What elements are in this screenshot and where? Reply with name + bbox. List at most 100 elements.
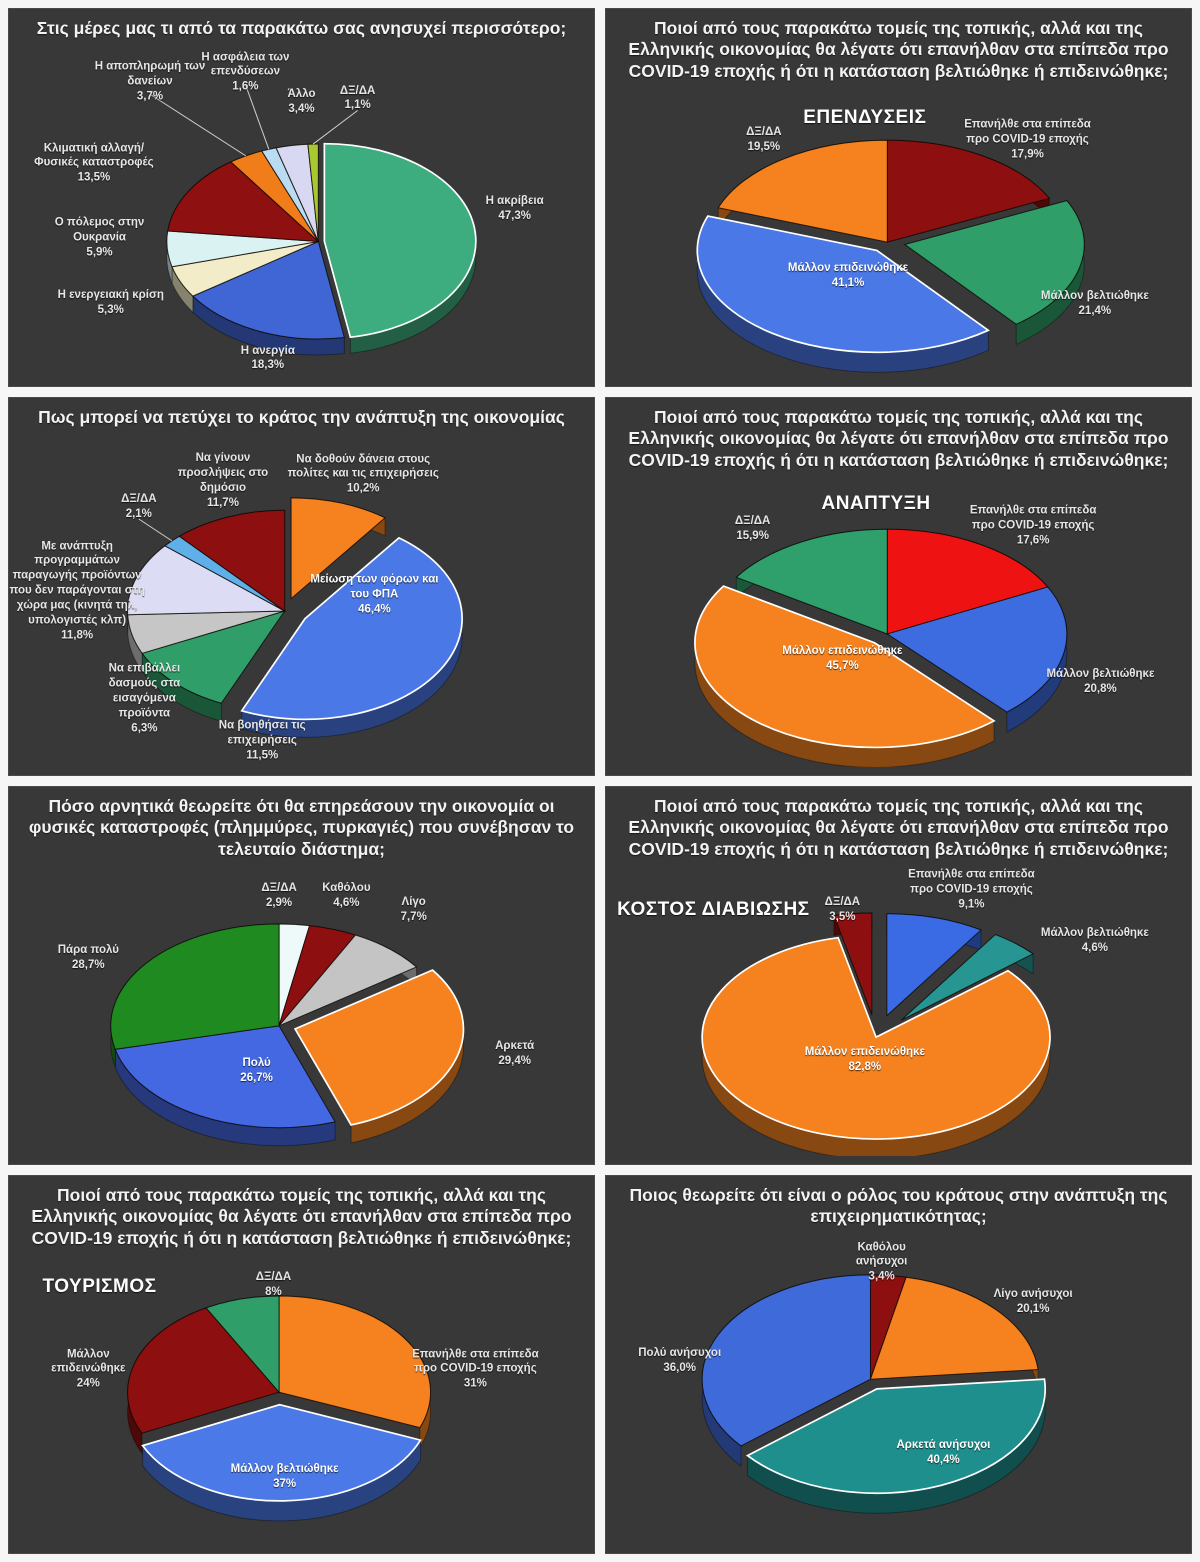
pie-slice — [833, 912, 873, 1016]
slice-label-value: 20,8% — [1084, 683, 1117, 696]
slice-label: Μάλλον βελτιώθηκε 20,8% — [1045, 667, 1155, 697]
pie-slice — [278, 1295, 431, 1429]
pie-svg — [110, 923, 465, 1147]
slice-label: Πολύ 26,7% — [217, 1056, 297, 1086]
slice-label-text: Μείωση των φόρων και του ΦΠΑ — [310, 573, 439, 601]
pie-chart: Επανήλθε στα επίπεδα προ COVID-19 εποχής… — [618, 484, 1179, 767]
pie-slice — [886, 528, 1049, 635]
slice-label: Η ανεργία 18,3% — [223, 344, 313, 374]
pie-slice — [323, 142, 477, 339]
pie-slice — [735, 528, 888, 635]
slice-label: Αρκετά ανήσυχοι 40,4% — [868, 1438, 1018, 1468]
slice-label: Να δοθούν δάνεια στους πολίτες και τις ε… — [276, 452, 451, 497]
slice-label: ΔΞ/ΔΑ 2,1% — [104, 492, 174, 522]
slice-label-text: Μάλλον βελτιώθηκε — [1046, 668, 1155, 681]
slice-label-text: Η ανεργία — [240, 344, 295, 357]
pie-slice — [110, 923, 280, 1050]
slice-label: Λίγο 7,7% — [384, 895, 444, 925]
chart-panel-development: Ποιοί από τους παρακάτω τομείς της τοπικ… — [605, 397, 1192, 776]
pie-slice — [869, 1276, 1039, 1380]
slice-label-text: Μάλλον βελτιώθηκε — [1040, 290, 1149, 303]
pie-slice — [191, 240, 345, 340]
slice-label-text: Με ανάπτυξη προγραμμάτων παραγωγής προϊό… — [9, 540, 145, 627]
slice-label-text: ΔΞ/ΔΑ — [734, 515, 771, 528]
slice-label: Μάλλον επιδεινώθηκε 41,1% — [783, 261, 913, 291]
chart-title: Ποιος θεωρείτε ότι είναι ο ρόλος του κρά… — [629, 1185, 1168, 1227]
pie-slice — [141, 610, 286, 704]
pie-slice — [886, 586, 1068, 713]
pie-svg — [127, 497, 463, 738]
slice-label-text: Να δοθούν δάνεια στους πολίτες και τις ε… — [287, 453, 439, 481]
chart-title: Πόσο αρνητικά θεωρείτε ότι θα επηρεάσουν… — [28, 796, 575, 859]
pie-chart: Να δοθούν δάνεια στους πολίτες και τις ε… — [9, 442, 582, 767]
slice-label-text: ΔΞ/ΔΑ — [261, 881, 297, 894]
slice-label: Η αποπληρωμή των δανείων 3,7% — [88, 60, 213, 105]
slice-label-text: ΔΞ/ΔΑ — [339, 84, 376, 97]
slice-label-value: 8% — [265, 1285, 282, 1298]
chart-category-label: ΑΝΑΠΤΥΞΗ — [821, 492, 931, 514]
slice-label: ΔΞ/ΔΑ 19,5% — [724, 125, 804, 155]
slice-label-value: 4,6% — [1081, 941, 1108, 954]
slice-label: Πάρα πολύ 28,7% — [38, 943, 138, 973]
slice-label-text: Η ενεργειακή κρίση — [57, 289, 164, 302]
slice-label-text: Μάλλον επιδεινώθηκε — [804, 1045, 925, 1058]
slice-label-value: 1,1% — [344, 99, 371, 112]
slice-label-text: Επανήλθε στα επίπεδα προ COVID-19 εποχής — [908, 868, 1035, 896]
slice-label-value: 10,2% — [346, 482, 380, 495]
slice-label: ΔΞ/ΔΑ 3,5% — [807, 895, 877, 925]
pie-chart: Η ακρίβεια 47,3% Η ανεργία 18,3% Η ενεργειακ… — [21, 51, 582, 378]
slice-label-value: 2,1% — [125, 508, 152, 520]
slice-label-text: ΔΞ/ΔΑ — [255, 1270, 292, 1283]
slice-label-text: Μάλλον επιδεινώθηκε — [51, 1348, 126, 1376]
chart-panel-disasters: Πόσο αρνητικά θεωρείτε ότι θα επηρεάσουν… — [8, 786, 595, 1165]
slice-label-text: Επανήλθε στα επίπεδα προ COVID-19 εποχής — [964, 118, 1091, 146]
slice-label: Ο πόλεμος στην Ουκρανία 5,9% — [45, 216, 155, 261]
slice-label-value: 24% — [76, 1378, 100, 1390]
slice-label-text: ΔΞ/ΔΑ — [121, 493, 157, 506]
slice-label-value: 37% — [273, 1478, 297, 1491]
slice-label: Πολύ ανήσυχοι 36,0% — [620, 1346, 740, 1376]
slice-label-value: 15,9% — [736, 530, 769, 543]
leader-line — [138, 518, 173, 542]
leader-line — [149, 93, 247, 157]
pie-svg — [701, 912, 1051, 1156]
slice-label: Επανήλθε στα επίπεδα προ COVID-19 εποχής… — [958, 504, 1108, 549]
pie-slice — [886, 139, 1051, 243]
pie-slice — [141, 1403, 422, 1502]
slice-label-value: 1,6% — [232, 80, 259, 93]
slice-label: Λίγο ανήσυχοι 20,1% — [968, 1288, 1098, 1318]
pie-slice — [696, 215, 990, 354]
chart-title: Ποιοί από τους παρακάτω τομείς της τοπικ… — [628, 18, 1169, 81]
chart-title: Ποιοί από τους παρακάτω τομείς της τοπικ… — [31, 1185, 572, 1248]
pie-svg — [701, 1274, 1046, 1514]
slice-label: ΔΞ/ΔΑ 2,9% — [244, 881, 314, 911]
slice-label-value: 4,6% — [333, 896, 360, 909]
slice-label: Άλλο 3,4% — [272, 87, 332, 117]
slice-label-text: Λίγο — [401, 895, 426, 908]
pie-slice — [278, 934, 418, 1027]
slice-label-value: 36,0% — [663, 1361, 696, 1374]
slice-label: Μάλλον επιδεινώθηκε 45,7% — [777, 645, 907, 675]
pie-slice — [293, 969, 465, 1126]
slice-label-value: 6,3% — [131, 722, 158, 735]
slice-label-text: Να επιβάλλει δασμούς στα εισαγόμενα προϊ… — [108, 662, 181, 720]
pie-slice — [205, 1295, 280, 1394]
slice-label: Μάλλον βελτιώθηκε 37% — [230, 1462, 340, 1492]
slice-label-text: Πολύ ανήσυχοι — [638, 1346, 722, 1359]
chart-category-label: ΚΟΣΤΟΣ ΔΙΑΒΙΩΣΗΣ — [617, 898, 810, 920]
pie-slice — [178, 509, 286, 612]
slice-label: ΔΞ/ΔΑ 1,1% — [323, 84, 393, 114]
slice-label-value: 3,7% — [136, 90, 164, 103]
slice-label: Κλιματική αλλαγή/Φυσικές καταστροφές 13,5… — [31, 141, 156, 186]
slice-label-text: Η αποπληρωμή των δανείων — [94, 60, 206, 88]
slice-label-value: 19,5% — [747, 141, 781, 154]
pie-slice — [701, 1274, 871, 1447]
pie-chart: ΔΞ/ΔΑ 2,9% Καθόλου 4,6% Λίγο 7,7% Αρκετά 29,4% Π… — [21, 873, 582, 1156]
slice-label: Αρκετά 29,4% — [475, 1039, 555, 1069]
slice-label-value: 2,9% — [265, 896, 293, 909]
slice-label-text: Καθόλου — [322, 881, 371, 894]
slice-label-text: Μάλλον βελτιώθηκε — [230, 1463, 339, 1476]
pie-slice — [886, 913, 982, 1017]
pie-chart: Καθόλου ανήσυχοι 3,4% Λίγο ανήσυχοι 20,1% Αρ… — [618, 1238, 1179, 1545]
slice-label-value: 3,4% — [868, 1271, 895, 1284]
